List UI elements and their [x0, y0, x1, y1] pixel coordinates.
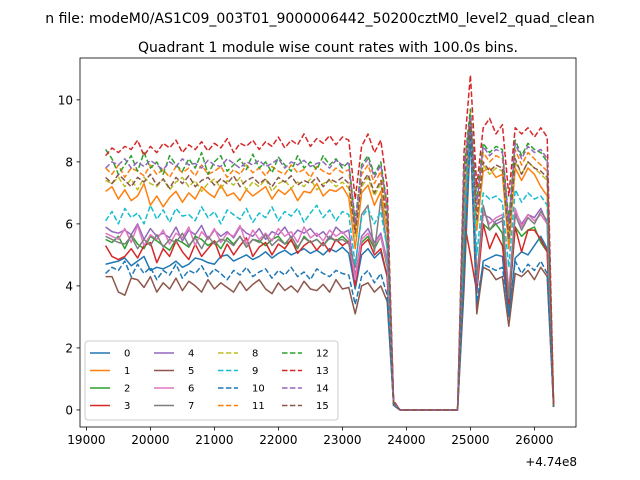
- series-group: [104, 74, 555, 411]
- legend-label-4: 4: [188, 349, 194, 360]
- y-tick-label: 10: [58, 93, 73, 107]
- legend-label-14: 14: [316, 384, 329, 395]
- legend-label-8: 8: [252, 349, 258, 360]
- legend-label-12: 12: [316, 349, 329, 360]
- x-axis: 19000 20000 21000 22000 23000 24000 25000 26000: [67, 427, 553, 447]
- x-tick-label: 20000: [131, 433, 169, 447]
- series-line-7: [105, 123, 555, 411]
- series-line-9: [104, 127, 555, 411]
- legend-label-5: 5: [188, 366, 194, 377]
- legend-label-1: 1: [124, 366, 130, 377]
- y-axis: 0 2 4 6 8 10: [58, 93, 80, 417]
- y-tick-label: 2: [65, 341, 73, 355]
- x-tick-label: 26000: [515, 433, 553, 447]
- x-tick-label: 24000: [387, 433, 425, 447]
- legend-label-13: 13: [316, 366, 329, 377]
- series-line-13: [105, 74, 555, 411]
- legend-label-3: 3: [124, 401, 130, 412]
- legend-label-7: 7: [188, 401, 194, 412]
- y-tick-label: 4: [65, 279, 73, 293]
- x-tick-label: 23000: [323, 433, 361, 447]
- legend-label-2: 2: [124, 384, 130, 395]
- axes-frame: [79, 57, 577, 428]
- series-line-10: [105, 130, 555, 411]
- legend-label-10: 10: [252, 384, 265, 395]
- legend-label-9: 9: [252, 366, 258, 377]
- x-tick-label: 19000: [67, 433, 105, 447]
- x-tick-label: 21000: [195, 433, 233, 447]
- x-offset-label: +4.74e8: [525, 455, 577, 469]
- series-line-11: [105, 111, 555, 411]
- figure-suptitle: n file: modeM0/AS1C09_003T01_9000006442_…: [45, 11, 594, 27]
- plot-area: [104, 74, 555, 411]
- series-line-15: [105, 120, 555, 411]
- legend-label-0: 0: [124, 349, 130, 360]
- y-tick-label: 6: [65, 217, 73, 231]
- series-line-5: [105, 133, 555, 411]
- legend-box: [84, 340, 339, 421]
- x-tick-label: 25000: [451, 433, 489, 447]
- y-tick-label: 8: [65, 155, 73, 169]
- chart-title: Quadrant 1 module wise count rates with …: [138, 40, 518, 56]
- series-line-14: [105, 114, 555, 411]
- legend-label-6: 6: [188, 384, 194, 395]
- series-line-3: [104, 220, 555, 411]
- legend-label-15: 15: [316, 401, 329, 412]
- series-line-8: [105, 120, 555, 411]
- y-tick-label: 0: [65, 403, 73, 417]
- x-tick-label: 22000: [259, 433, 297, 447]
- legend-label-11: 11: [252, 401, 265, 412]
